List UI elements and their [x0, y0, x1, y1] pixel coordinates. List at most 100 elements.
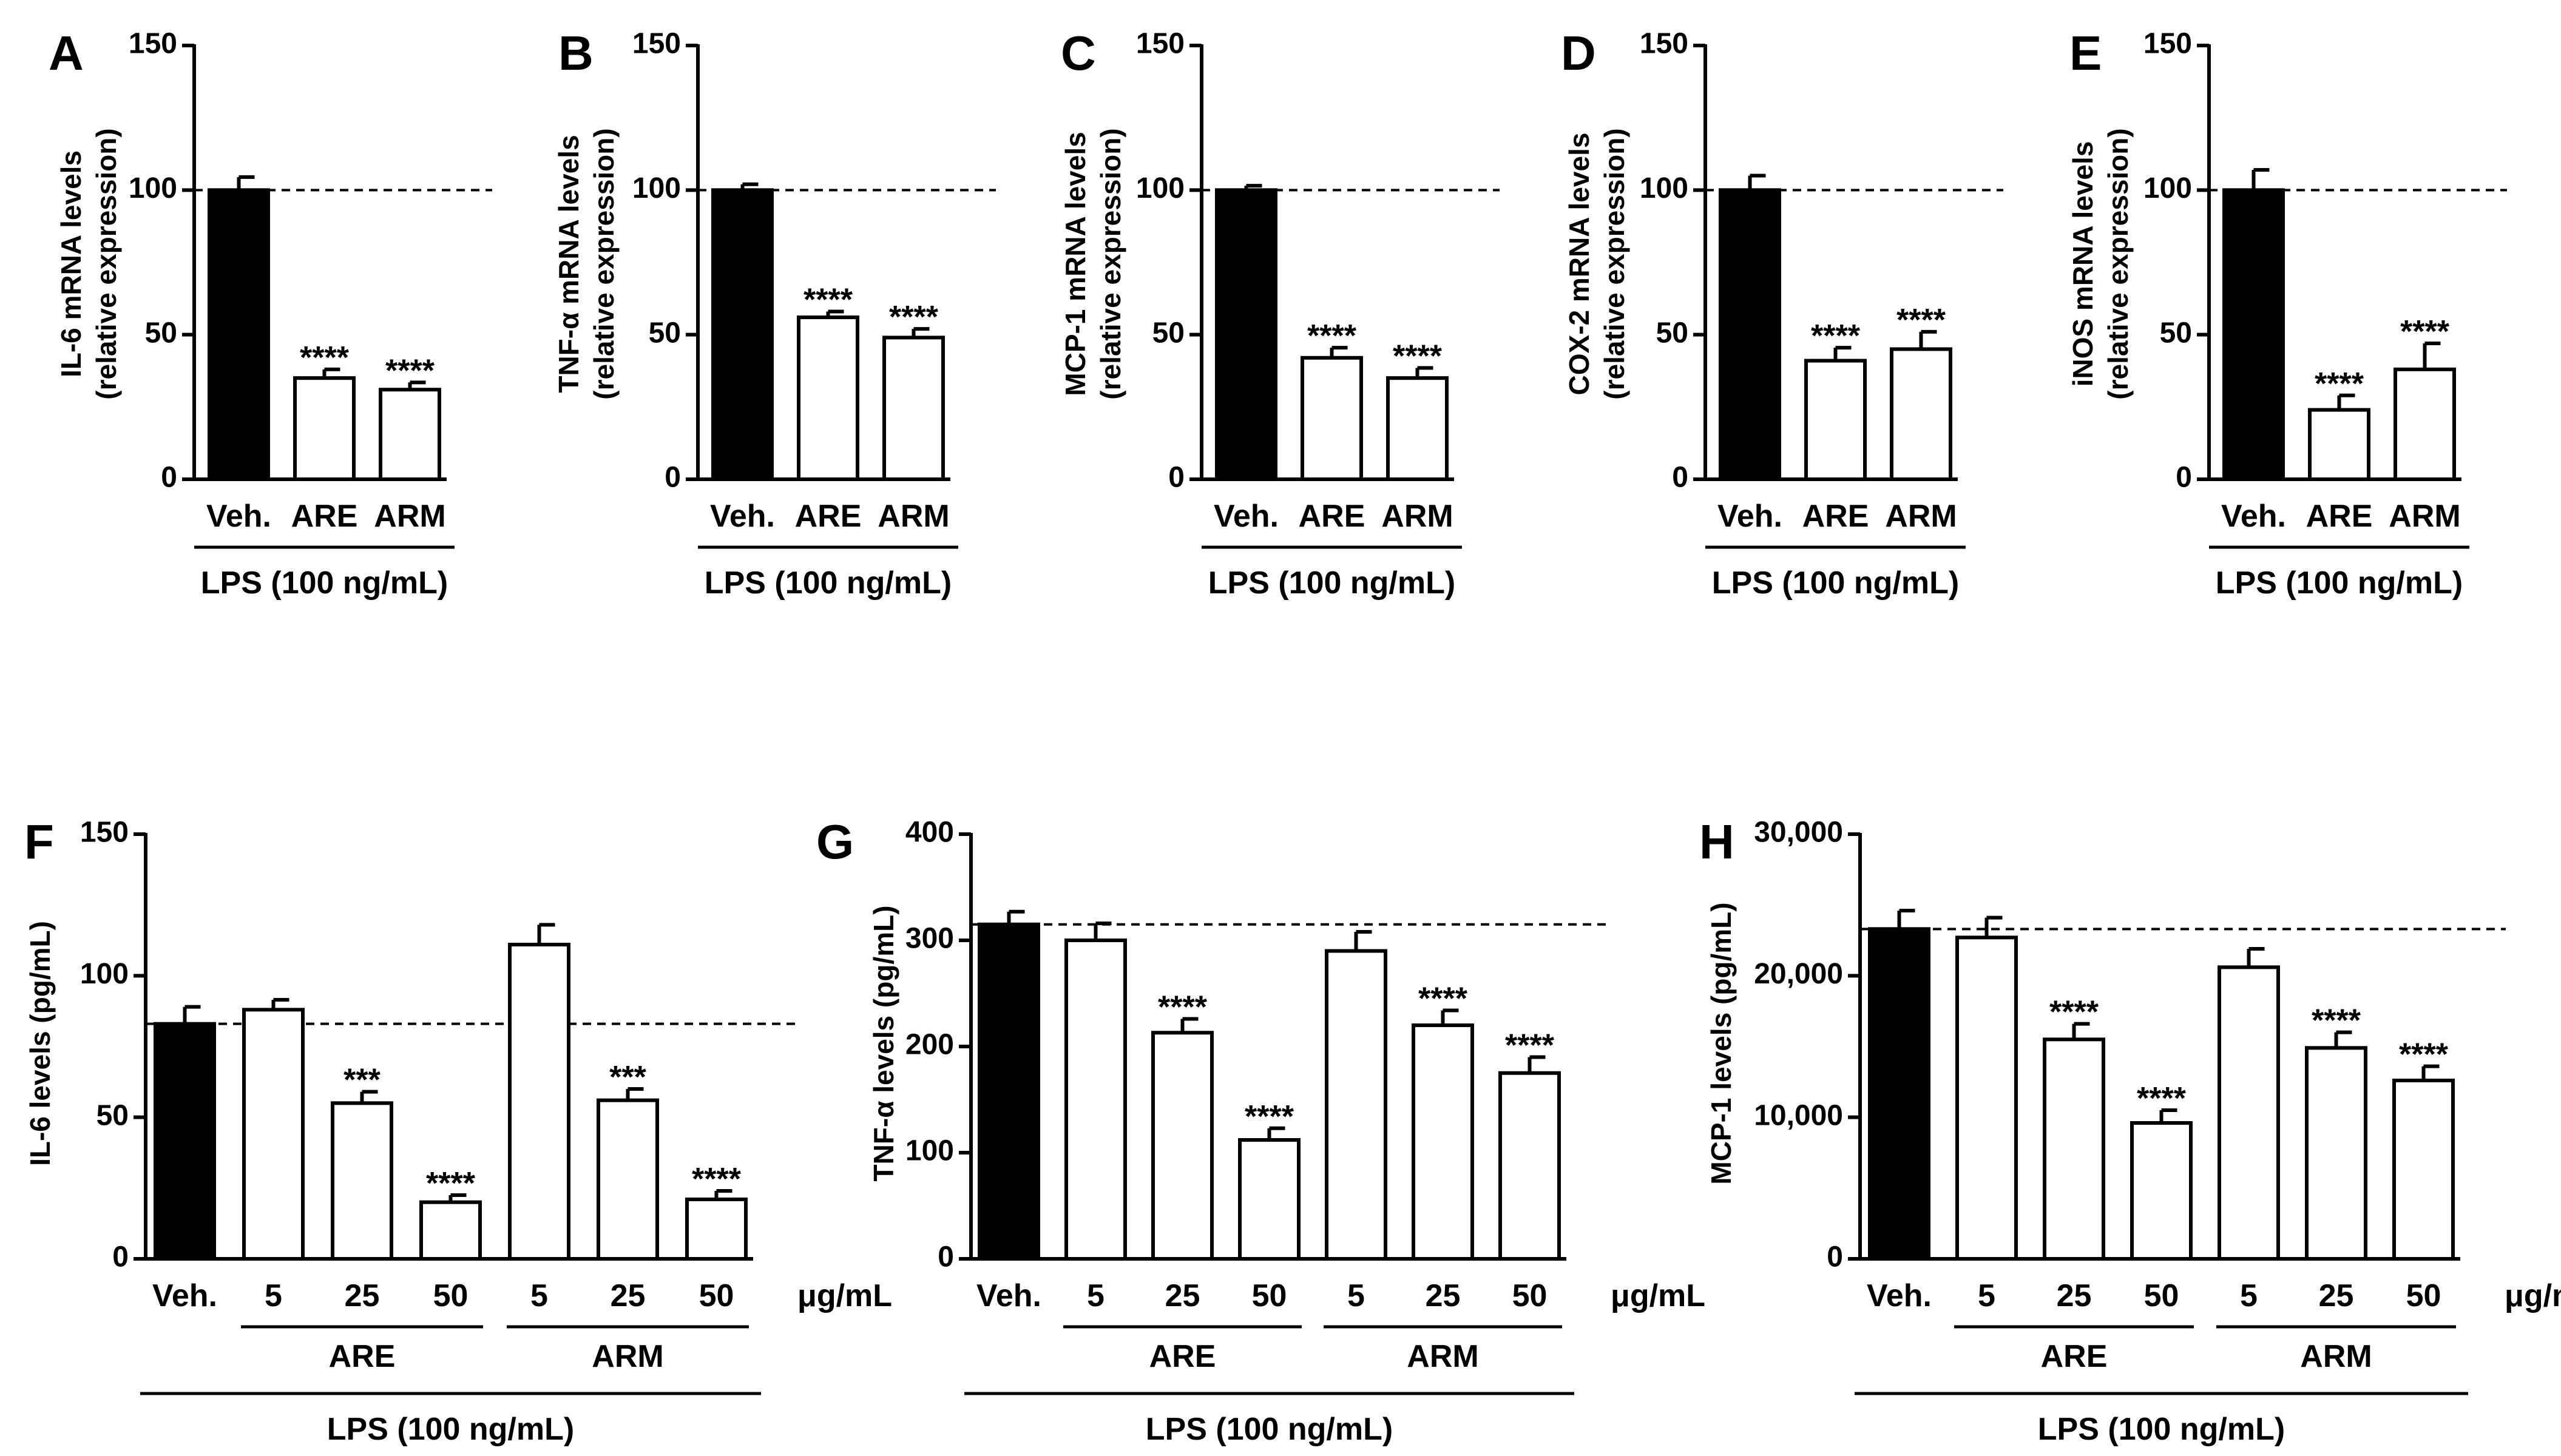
unit-label: μg/mL [1611, 1278, 1705, 1313]
bar [1301, 356, 1363, 481]
bar [331, 1101, 393, 1261]
subgroup-label: ARM [1407, 1339, 1478, 1374]
category-label: ARE [795, 499, 862, 534]
significance-label: **** [1393, 339, 1443, 374]
y-tick-label: 0 [2176, 462, 2192, 494]
significance-label: **** [692, 1162, 742, 1197]
y-tick-label: 50 [1656, 317, 1688, 349]
y-tick-label: 50 [145, 317, 177, 349]
significance-label: **** [300, 340, 350, 376]
panel-letter: H [1699, 815, 1734, 869]
group-label: LPS (100 ng/mL) [2038, 1412, 2285, 1447]
category-label: 25 [1165, 1278, 1200, 1313]
y-tick-label: 100 [1640, 172, 1688, 204]
y-tick-label: 50 [2160, 317, 2192, 349]
subgroup-label: ARE [329, 1339, 396, 1374]
group-label: LPS (100 ng/mL) [201, 565, 448, 601]
significance-label: **** [1245, 1099, 1294, 1134]
bar [2392, 1079, 2455, 1261]
bar [1804, 359, 1867, 481]
category-label: 50 [1512, 1278, 1548, 1313]
y-axis-label: MCP-1 levels (pg/mL) [1705, 902, 1737, 1184]
subgroup-label: ARM [2300, 1339, 2372, 1374]
category-label: Veh. [2221, 499, 2286, 534]
significance-label: **** [2049, 995, 2099, 1030]
group-label: LPS (100 ng/mL) [327, 1412, 574, 1447]
bar [711, 188, 774, 481]
bar [797, 315, 859, 481]
bar [2305, 1046, 2367, 1261]
bar [2130, 1121, 2193, 1261]
subgroup-label: ARM [592, 1339, 663, 1374]
category-label: Veh. [152, 1278, 217, 1313]
bar [978, 922, 1040, 1261]
y-axis-label: (relative expression) [1095, 128, 1126, 399]
y-axis-label: (relative expression) [1599, 128, 1630, 399]
significance-label: **** [1158, 990, 1208, 1025]
significance-label: **** [1505, 1028, 1555, 1063]
panel-g: G TNF-α levels (pg/mL) 0 100 200 300 400 Veh. 5 *… [816, 815, 1705, 1447]
bar [2308, 408, 2370, 481]
bar [242, 1008, 305, 1261]
y-tick-label: 0 [1168, 462, 1185, 494]
category-label: 25 [1426, 1278, 1461, 1313]
bar [2394, 367, 2456, 481]
subgroup-label: ARE [2041, 1339, 2108, 1374]
y-tick-label: 0 [938, 1241, 954, 1273]
y-tick-label: 150 [1640, 28, 1688, 60]
panel-h: H MCP-1 levels (pg/mL) 0 10,000 20,000 30,000… [1699, 815, 2561, 1447]
y-tick-label: 10,000 [1754, 1099, 1843, 1131]
bar [1412, 1023, 1474, 1261]
category-label: 25 [2319, 1278, 2354, 1313]
y-tick-label: 300 [905, 923, 954, 955]
y-tick-label: 0 [161, 462, 177, 494]
group-label: LPS (100 ng/mL) [2216, 565, 2463, 601]
category-label: 50 [699, 1278, 734, 1313]
significance-label: *** [343, 1063, 381, 1098]
category-label: ARM [374, 499, 445, 534]
y-axis-label: TNF-α mRNA levels [553, 135, 584, 393]
panel-d: D COX-2 mRNA levels (relative expression) 0… [1561, 26, 2003, 601]
significance-label: **** [1418, 982, 1468, 1017]
significance-label: **** [803, 283, 853, 318]
y-tick-label: 150 [632, 28, 681, 60]
category-label: 50 [2406, 1278, 2441, 1313]
category-label: ARE [2306, 499, 2373, 534]
bar [1386, 376, 1449, 482]
bar [2218, 965, 2280, 1261]
bar [1719, 188, 1781, 481]
bar [685, 1198, 748, 1261]
category-label: Veh. [710, 499, 775, 534]
bar [1238, 1138, 1301, 1261]
category-label: ARE [1802, 499, 1869, 534]
category-label: Veh. [976, 1278, 1041, 1313]
panel-f: F IL-6 levels (pg/mL) 0 50 100 150 Veh. 5 *** 25 *… [24, 815, 892, 1447]
category-label: 5 [265, 1278, 282, 1313]
y-tick-label: 150 [129, 28, 177, 60]
category-label: ARE [1299, 499, 1365, 534]
significance-label: **** [2137, 1081, 2187, 1116]
bar [2043, 1037, 2105, 1261]
panel-letter: A [49, 26, 84, 80]
category-label: ARE [291, 499, 358, 534]
bar [882, 335, 945, 482]
category-label: 5 [530, 1278, 548, 1313]
y-axis-label: IL-6 mRNA levels [55, 150, 87, 377]
significance-label: **** [2315, 366, 2364, 402]
bar [154, 1022, 216, 1261]
y-tick-label: 200 [905, 1029, 954, 1061]
category-label: 50 [433, 1278, 469, 1313]
y-axis-label: (relative expression) [90, 128, 122, 399]
category-label: Veh. [1214, 499, 1279, 534]
category-label: ARM [878, 499, 949, 534]
significance-label: **** [426, 1166, 476, 1201]
subgroup-label: ARE [1149, 1339, 1216, 1374]
y-tick-label: 400 [905, 817, 954, 849]
bar [2222, 188, 2285, 481]
bar [1064, 939, 1127, 1261]
significance-label: **** [1307, 318, 1357, 354]
significance-label: *** [609, 1060, 646, 1095]
y-tick-label: 20,000 [1754, 958, 1843, 990]
